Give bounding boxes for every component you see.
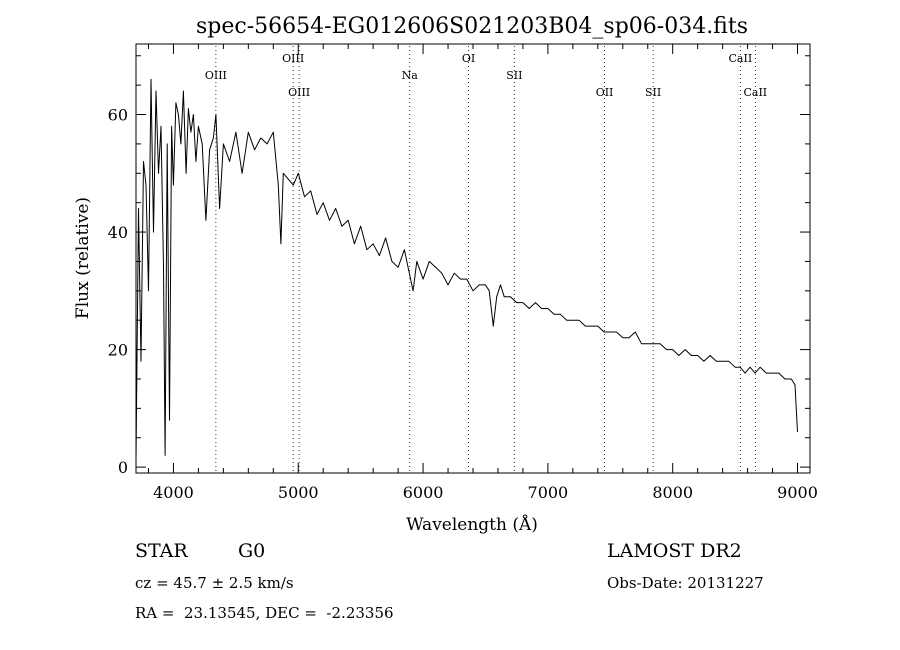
axis-ticks: 4000 5000 6000 7000 8000 9000 0 20 40 60 [108,44,818,502]
y-tick-label-40: 40 [108,223,128,242]
y-tick-label-60: 60 [108,106,128,125]
line-label-8: CaII [729,52,753,65]
observation-date: Obs-Date: 20131227 [607,574,764,592]
object-class: STAR [135,540,188,562]
line-label-3: Na [402,69,419,82]
line-label-9: CaII [743,86,767,99]
line-label-7: SII [645,86,661,99]
spectral-line-markers: OIII OIII OIII Na OI SII OII SII CaII CaII [205,46,767,473]
x-tick-label-7000: 7000 [528,483,569,502]
y-axis-label: Flux (relative) [73,197,93,319]
object-subclass: G0 [238,540,266,562]
coordinates: RA = 23.13545, DEC = -2.23356 [135,604,394,622]
redshift-velocity: cz = 45.7 ± 2.5 km/s [135,574,294,592]
x-tick-label-5000: 5000 [278,483,319,502]
chart-title: spec-56654-EG012606S021203B04_sp06-034.f… [196,14,748,39]
y-tick-label-0: 0 [118,458,128,477]
line-label-2: OIII [288,86,310,99]
line-label-0: OIII [205,69,227,82]
line-label-5: SII [506,69,522,82]
line-label-1: OIII [282,52,304,65]
line-label-4: OI [462,52,475,65]
y-tick-label-20: 20 [108,341,128,360]
spectrum-line [135,78,798,462]
line-label-6: OII [596,86,614,99]
x-tick-label-6000: 6000 [403,483,444,502]
x-tick-label-8000: 8000 [652,483,693,502]
x-axis-label: Wavelength (Å) [406,514,538,535]
plot-frame [135,43,811,474]
x-tick-label-9000: 9000 [777,483,818,502]
survey-name: LAMOST DR2 [607,540,742,562]
x-tick-label-4000: 4000 [153,483,194,502]
